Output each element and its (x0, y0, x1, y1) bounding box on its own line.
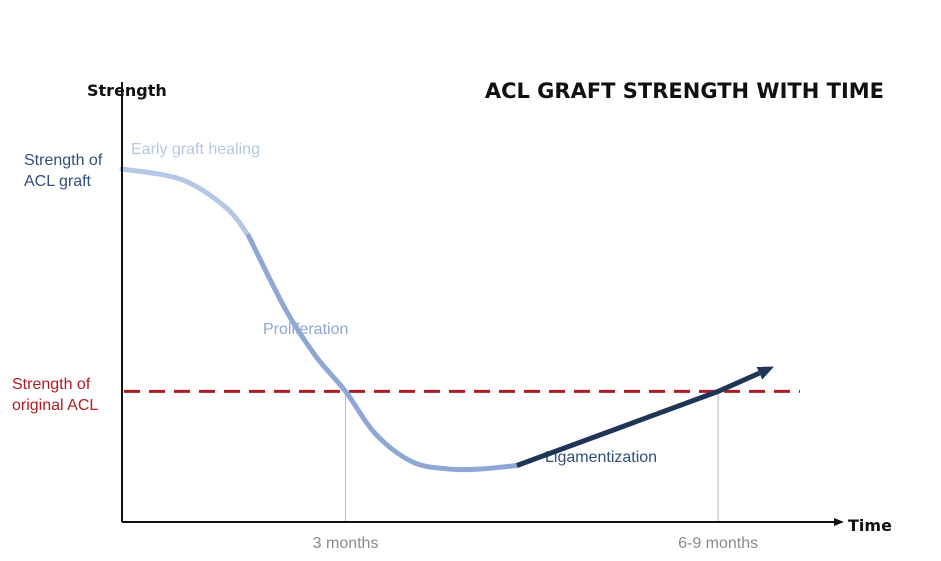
y-label-graft-line-2: ACL graft (24, 173, 92, 190)
phase-line-proliferation (246, 233, 520, 473)
phase-label-early: Early graft healing (131, 141, 260, 158)
y-label-original-line-2: original ACL (12, 397, 98, 414)
phase-line-ligamentization (516, 370, 761, 468)
x-axis-title: Time (848, 516, 892, 535)
y-label-original-line-1: Strength of (12, 376, 91, 393)
chart-title: ACL GRAFT STRENGTH WITH TIME (485, 79, 884, 103)
x-tick-6-9-months: 6-9 months (678, 535, 758, 552)
phase-line-early-graft-healing (119, 166, 252, 239)
x-axis-arrow (834, 518, 844, 526)
y-label-graft-line-1: Strength of (24, 152, 103, 169)
phase-label-ligamentization: Ligamentization (545, 449, 657, 466)
x-tick-3-months: 3 months (313, 535, 379, 552)
phase-label-proliferation: Proliferation (263, 321, 348, 338)
arrow-head (756, 366, 775, 380)
y-axis-title: Strength (87, 81, 167, 100)
